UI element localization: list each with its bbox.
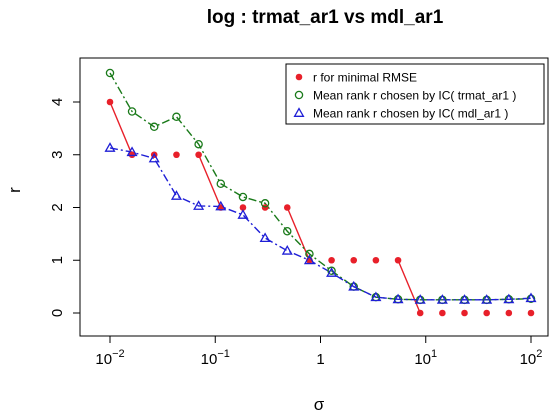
rmse-point — [372, 256, 380, 264]
rmse-segment — [397, 259, 421, 314]
y-tick-label: 0 — [49, 309, 66, 317]
rmse-point — [328, 256, 335, 264]
legend-marker — [295, 73, 303, 81]
data-marks — [104, 68, 537, 317]
rmse-point — [505, 309, 513, 317]
x-tick-exponent: −1 — [217, 348, 230, 360]
mdl-point — [370, 291, 382, 302]
rmse-segment — [109, 101, 133, 156]
rmse-point — [106, 98, 114, 106]
rmse-segment — [286, 207, 311, 261]
x-tick-exponent: −2 — [112, 348, 125, 360]
mdl-point — [348, 280, 360, 291]
trmat-point — [194, 139, 203, 149]
trmat-point — [216, 179, 226, 189]
mdl-point — [215, 200, 227, 211]
x-axis-label: σ — [314, 395, 325, 414]
y-tick-label: 3 — [49, 151, 66, 159]
trmat-point — [260, 199, 270, 208]
legend-marker — [294, 90, 304, 100]
mdl-point — [459, 294, 471, 304]
trmat-point — [149, 122, 159, 132]
rmse-point — [527, 309, 535, 317]
rmse-point — [483, 309, 490, 317]
x-tick-label: 102 — [520, 348, 543, 368]
trmat-point — [526, 294, 536, 304]
legend-label: Mean rank r chosen by IC( trmat_ar1 ) — [313, 89, 516, 103]
legend-marker — [293, 107, 305, 117]
trmat-point — [105, 68, 115, 78]
legend: r for minimal RMSE Mean rank r chosen by … — [285, 63, 545, 125]
rmse-point — [283, 204, 291, 211]
rmse-point — [350, 256, 358, 264]
mdl-point — [392, 293, 404, 304]
rmse-segment — [197, 154, 222, 208]
rmse-point — [173, 151, 180, 159]
trmat-point — [238, 192, 248, 202]
y-tick-label: 4 — [49, 98, 66, 106]
rmse-point — [394, 256, 402, 264]
rmse-point — [416, 309, 424, 317]
x-tick-base: 10 — [520, 351, 537, 368]
mdl-point — [104, 142, 116, 152]
x-tick-label: 10−1 — [201, 348, 230, 368]
rmse-point — [439, 309, 446, 317]
rmse-point — [128, 151, 136, 159]
chart-title: log : trmat_ar1 vs mdl_ar1 — [207, 7, 444, 28]
x-tick-base: 10 — [414, 351, 431, 368]
mdl-point — [170, 190, 182, 200]
mdl-point — [193, 200, 205, 210]
rmse-point — [461, 309, 468, 317]
y-axis-label: r — [5, 187, 24, 193]
mdl-point — [126, 146, 138, 157]
mdl-point — [303, 254, 315, 265]
x-tick-exponent: 1 — [431, 348, 437, 360]
y-tick-label: 2 — [49, 203, 66, 211]
legend-label: r for minimal RMSE — [313, 71, 417, 85]
mdl-point — [326, 267, 338, 277]
trmat-point — [172, 112, 181, 122]
x-tick-label: 10−2 — [95, 348, 124, 368]
mdl-point — [259, 232, 271, 243]
mdl-point — [237, 209, 249, 219]
mdl-point — [481, 294, 493, 304]
trmat-point — [283, 226, 292, 236]
rmse-point — [239, 204, 247, 211]
rmse-point — [195, 151, 202, 159]
x-tick-base: 10 — [201, 351, 218, 368]
mdl-line — [109, 147, 532, 301]
mdl-point — [148, 152, 160, 163]
y-tick-label: 1 — [49, 256, 66, 264]
mdl-point — [414, 294, 426, 304]
x-tick-label: 1 — [316, 351, 324, 368]
x-tick-exponent: 2 — [536, 348, 542, 360]
mdl-point — [436, 294, 448, 304]
trmat-line — [109, 72, 532, 301]
x-tick-base: 10 — [95, 351, 112, 368]
legend-label: Mean rank r chosen by IC( mdl_ar1 ) — [313, 107, 508, 121]
mdl-point — [281, 245, 293, 255]
x-tick-base: 1 — [316, 351, 324, 368]
mdl-point — [503, 293, 515, 304]
mdl-point — [525, 292, 537, 303]
legend-box — [285, 63, 545, 125]
trmat-point — [305, 249, 314, 259]
trmat-point — [127, 107, 137, 116]
x-tick-label: 101 — [414, 348, 437, 368]
